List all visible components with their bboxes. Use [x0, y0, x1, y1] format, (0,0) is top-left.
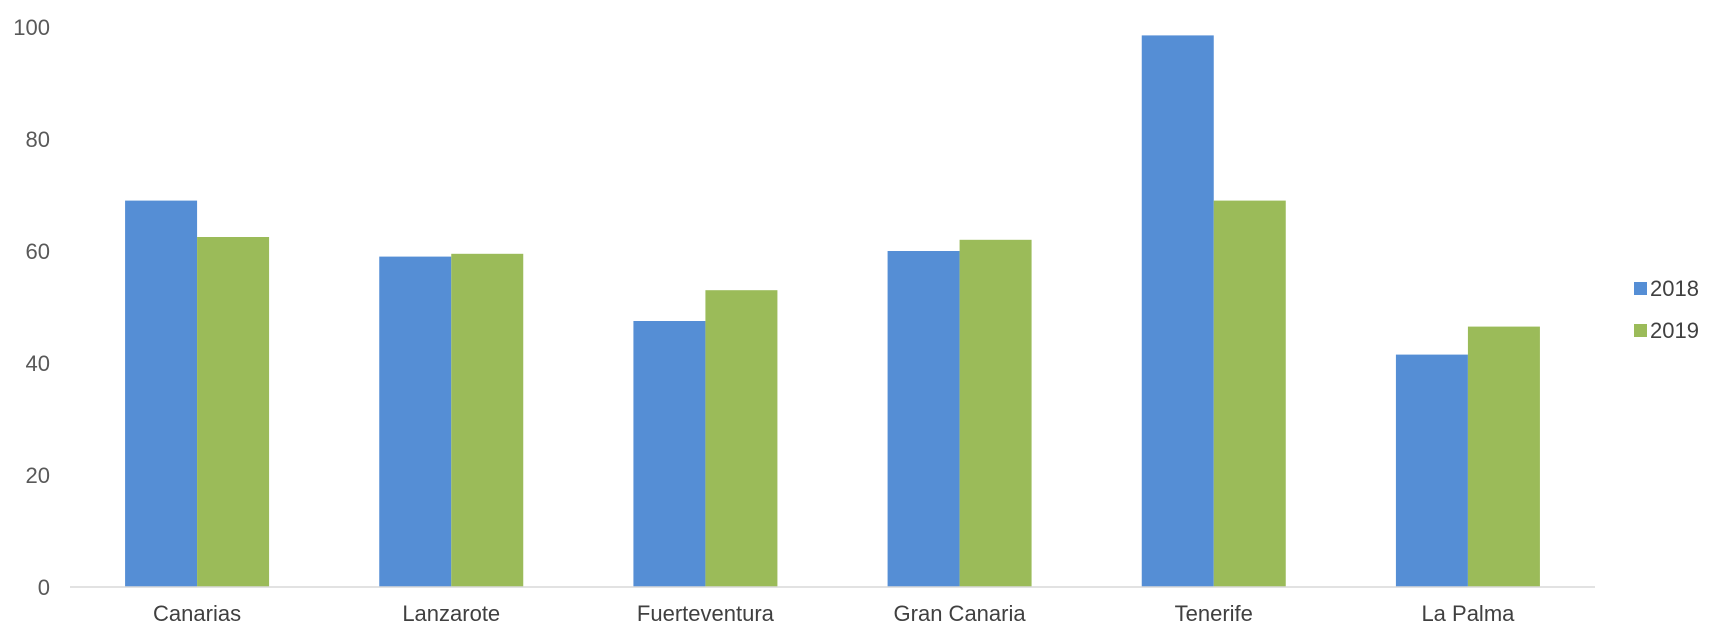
y-tick-label: 100	[13, 15, 50, 40]
y-tick-label: 40	[26, 351, 50, 376]
bar-2019-canarias	[197, 237, 270, 587]
bar-2018-la-palma	[1395, 354, 1468, 587]
bar-2019-fuerteventura	[705, 290, 778, 587]
bar-2018-tenerife	[1141, 35, 1214, 587]
bar-2019-lanzarote	[451, 253, 524, 588]
legend-swatch-2018	[1634, 282, 1647, 295]
bar-2018-lanzarote	[379, 256, 452, 587]
x-tick-label: Fuerteventura	[637, 601, 775, 624]
bar-series	[125, 35, 1540, 588]
x-tick-label: La Palma	[1421, 601, 1515, 624]
y-tick-label: 60	[26, 239, 50, 264]
legend-swatch-2019	[1634, 324, 1647, 337]
y-axis-ticks: 0 20 40 60 80 100	[13, 15, 50, 600]
x-tick-label: Canarias	[153, 601, 241, 624]
y-tick-label: 80	[26, 127, 50, 152]
bar-2018-fuerteventura	[633, 321, 706, 587]
bar-2019-la-palma	[1467, 326, 1540, 587]
y-tick-label: 20	[26, 463, 50, 488]
x-axis-labels: Canarias Lanzarote Fuerteventura Gran Canar…	[153, 601, 1515, 624]
y-tick-label: 0	[38, 575, 50, 600]
bar-2018-canarias	[125, 200, 198, 587]
bar-2018-gran-canaria	[887, 251, 960, 587]
x-tick-label: Tenerife	[1175, 601, 1253, 624]
legend-label-2018: 2018	[1650, 276, 1699, 301]
bar-2019-tenerife	[1213, 200, 1286, 587]
x-tick-label: Lanzarote	[402, 601, 500, 624]
legend: 2018 2019	[1634, 276, 1699, 343]
x-tick-label: Gran Canaria	[894, 601, 1027, 624]
legend-label-2019: 2019	[1650, 318, 1699, 343]
bar-2019-gran-canaria	[959, 239, 1032, 588]
